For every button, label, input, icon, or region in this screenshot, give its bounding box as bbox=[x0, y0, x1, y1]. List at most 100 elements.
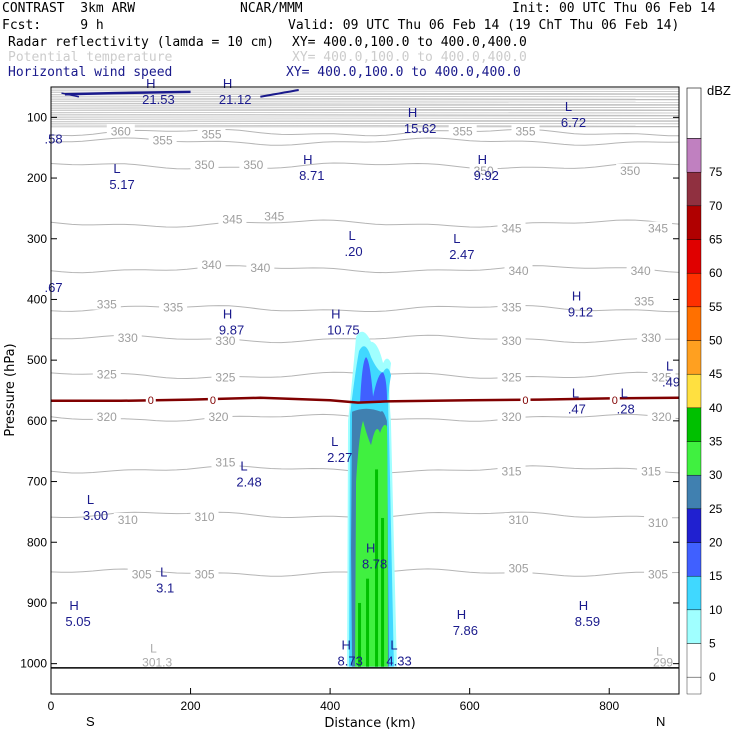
theta-label-bg bbox=[190, 567, 219, 580]
theta-label-bg bbox=[504, 513, 533, 526]
center-title: NCAR/MMM bbox=[240, 1, 303, 16]
colorbar-level-label: 15 bbox=[709, 569, 723, 583]
wind-extremum-value: .58 bbox=[44, 132, 62, 147]
valid-time: Valid: 09 UTC Thu 06 Feb 14 (19 ChT Thu … bbox=[288, 18, 680, 33]
theta-upper-line bbox=[51, 97, 679, 100]
theta-label-bg bbox=[92, 297, 121, 310]
colorbar-swatch bbox=[686, 205, 702, 240]
wind-extremum-value: 9.92 bbox=[474, 168, 499, 183]
wind-extremum-value: 3.00 bbox=[83, 508, 108, 523]
colorbar-level-label: 10 bbox=[709, 603, 723, 617]
wind-extremum-value: 8.78 bbox=[362, 556, 387, 571]
wind-extremum-value: .28 bbox=[617, 402, 635, 417]
wind-extremum-marker: L bbox=[160, 565, 167, 580]
freezing-level-label: 0 bbox=[612, 395, 618, 407]
theta-label: 335 bbox=[634, 294, 654, 308]
theta-label: 320 bbox=[208, 410, 228, 424]
theta-label: 345 bbox=[264, 210, 284, 224]
colorbar-level-label: 50 bbox=[709, 334, 723, 348]
wind-speed-field bbox=[61, 89, 299, 98]
theta-label: 335 bbox=[97, 298, 117, 312]
theta-label: 325 bbox=[97, 367, 117, 381]
wind-extremum-marker: H bbox=[366, 540, 375, 555]
field-reflectivity-name: Radar reflectivity (lamda = 10 cm) bbox=[8, 35, 275, 50]
field-theta-xy: XY= 400.0,100.0 to 400.0,400.0 bbox=[292, 50, 527, 65]
colorbar-level-label: 45 bbox=[709, 367, 723, 381]
theta-label: 355 bbox=[201, 128, 221, 142]
theta-label-bg bbox=[644, 567, 673, 580]
theta-label-bg bbox=[92, 409, 121, 422]
theta-label: 305 bbox=[132, 568, 152, 582]
colorbar: 0 5 10 15 20 25 30 35 40 45 50 55 60 65 70 75 bbox=[686, 87, 723, 695]
theta-label: 305 bbox=[648, 568, 668, 582]
theta-label: 340 bbox=[631, 264, 651, 278]
colorbar-swatch bbox=[686, 407, 702, 442]
wind-extremum-marker: L bbox=[666, 358, 673, 373]
wind-extremum-value: 3.1 bbox=[156, 581, 174, 596]
y-axis-label: Pressure (hPa) bbox=[3, 343, 18, 436]
theta-label: 340 bbox=[508, 264, 528, 278]
wind-extrema-labels: H21.53H21.12H15.62L6.72.58H8.71H9.92L5.1… bbox=[44, 76, 680, 668]
theta-upper-line bbox=[51, 113, 679, 116]
wind-extremum-value: 2.48 bbox=[236, 474, 261, 489]
y-tick-label: 200 bbox=[27, 171, 47, 185]
model-title: CONTRAST 3km ARW bbox=[2, 1, 136, 16]
colorbar-level-label: 70 bbox=[709, 199, 723, 213]
y-tick-label: 600 bbox=[27, 414, 47, 428]
theta-label: 345 bbox=[222, 213, 242, 227]
y-tick-label: 1000 bbox=[20, 657, 47, 671]
wind-jet-core bbox=[64, 90, 191, 96]
theta-label: 350 bbox=[620, 164, 640, 178]
wind-extremum-marker: H bbox=[223, 76, 232, 91]
wind-extremum-marker: H bbox=[342, 638, 351, 653]
theta-extremum-marker: L bbox=[150, 641, 157, 655]
wind-extremum-marker: L bbox=[453, 231, 460, 246]
theta-label-bg bbox=[497, 370, 526, 383]
theta-label-bg bbox=[211, 333, 240, 346]
theta-upper-line bbox=[51, 95, 679, 98]
theta-extremum-label: 299 bbox=[653, 655, 673, 669]
field-wind-xy: XY= 400.0,100.0 to 400.0,400.0 bbox=[286, 65, 521, 80]
south-label: S bbox=[86, 714, 95, 729]
wind-extremum-marker: L bbox=[113, 161, 120, 176]
theta-label: 315 bbox=[215, 455, 235, 469]
theta-label: 340 bbox=[250, 261, 270, 275]
theta-label-bg bbox=[92, 367, 121, 380]
wind-jet-core bbox=[260, 89, 299, 98]
colorbar-level-label: 30 bbox=[709, 468, 723, 482]
theta-label: 315 bbox=[641, 464, 661, 478]
theta-label: 360 bbox=[111, 125, 131, 139]
colorbar-level-label: 65 bbox=[709, 233, 723, 247]
plot-frame bbox=[50, 86, 680, 695]
theta-label-bg bbox=[497, 221, 526, 234]
freezing-label-bg bbox=[207, 394, 218, 406]
wind-extremum-marker: L bbox=[87, 492, 94, 507]
theta-contour-335 bbox=[51, 304, 679, 313]
colorbar-level-label: 40 bbox=[709, 401, 723, 415]
wind-extremum-value: 5.05 bbox=[65, 614, 90, 629]
wind-extremum-value: 8.73 bbox=[338, 654, 363, 669]
colorbar-swatch bbox=[686, 643, 702, 678]
forecast-hour: Fcst: 9 h bbox=[2, 18, 104, 33]
wind-extremum-marker: L bbox=[621, 386, 628, 401]
colorbar-swatch bbox=[686, 441, 702, 476]
reflectivity-25dbz bbox=[355, 420, 388, 667]
theta-label-bg bbox=[106, 124, 135, 137]
theta-label: 310 bbox=[194, 510, 214, 524]
theta-label: 330 bbox=[641, 331, 661, 345]
wind-extremum-marker: L bbox=[572, 386, 579, 401]
wind-extremum-value: 15.62 bbox=[404, 121, 437, 136]
colorbar-swatch bbox=[686, 373, 702, 409]
theta-label-bg bbox=[246, 261, 275, 274]
theta-label-bg bbox=[647, 370, 676, 383]
theta-label-bg bbox=[504, 264, 533, 277]
colorbar-level-label: 75 bbox=[709, 165, 723, 179]
freezing-level-label: 0 bbox=[210, 395, 216, 407]
colorbar-swatch bbox=[686, 609, 702, 644]
colorbar-swatch bbox=[686, 138, 702, 173]
theta-label-bg bbox=[511, 124, 540, 137]
theta-label: 350 bbox=[243, 158, 263, 172]
wind-extremum-marker: H bbox=[478, 152, 487, 167]
theta-label: 340 bbox=[201, 258, 221, 272]
wind-extremum-marker: H bbox=[331, 307, 340, 322]
